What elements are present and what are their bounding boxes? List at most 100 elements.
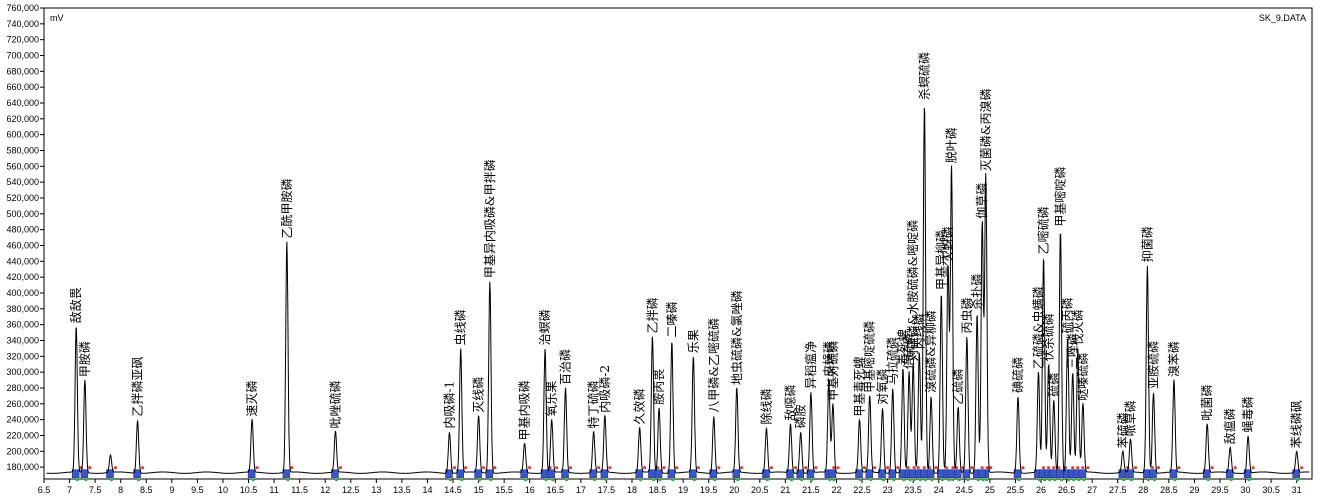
x-tick-label: 19 — [678, 485, 688, 495]
peak-start-marker — [1078, 469, 1087, 478]
peak-label: 杀螟硫磷 — [916, 52, 931, 100]
peak-label: 除线磷 — [759, 388, 774, 424]
x-tick-label: 23.5 — [904, 485, 922, 495]
peak-label: 治螟磷 — [537, 309, 552, 345]
peak-apex-marker — [814, 466, 818, 470]
peak-end-marker — [1152, 478, 1157, 482]
peak-end-marker — [1122, 478, 1126, 482]
file-name: SK_9.DATA — [1259, 13, 1306, 23]
peak-start-marker — [456, 469, 464, 478]
peak-end-marker — [136, 478, 141, 482]
peak-apex-marker — [970, 466, 974, 470]
peak-end-marker — [918, 478, 922, 482]
peak-label: 甲基对硫磷 — [825, 341, 840, 401]
peak-end-marker — [828, 478, 832, 482]
peak-label: 异稻瘟净 — [803, 341, 818, 389]
peak-end-marker — [1129, 478, 1134, 482]
peak-end-marker — [940, 478, 944, 482]
peak-apex-marker — [88, 466, 92, 470]
peak-end-marker — [908, 478, 912, 482]
x-tick-label: 19.5 — [700, 485, 718, 495]
peak-end-marker — [966, 478, 970, 482]
x-tick-label: 6.5 — [38, 485, 51, 495]
peak-label: 地虫硫磷&氯唑磷 — [729, 290, 744, 385]
x-tick-label: 12.5 — [342, 485, 360, 495]
peak-end-marker — [713, 478, 717, 482]
peak-start-marker — [654, 469, 663, 478]
x-tick-label: 12 — [320, 485, 330, 495]
peak-apex-marker — [922, 466, 926, 470]
peak-apex-marker — [1150, 466, 1154, 470]
y-tick-label: 640,000 — [6, 98, 39, 108]
peak-start-marker — [247, 469, 256, 478]
peak-end-marker — [692, 478, 696, 482]
x-tick-label: 27.5 — [1109, 485, 1127, 495]
peak-apex-marker — [481, 466, 486, 470]
peak-apex-marker — [1052, 466, 1056, 470]
peak-end-marker — [976, 478, 980, 482]
peak-start-marker — [828, 469, 837, 478]
peak-label: 甲基毒死蜱 — [852, 357, 867, 417]
peak-end-marker — [1037, 478, 1042, 482]
x-tick-label: 10.5 — [240, 485, 258, 495]
peak-label: 甲基内吸磷 — [517, 380, 532, 440]
peak-label: 灭蚜磷 — [940, 226, 955, 262]
peak-start-marker — [485, 469, 494, 478]
peak-apex-marker — [793, 466, 798, 470]
peak-apex-marker — [696, 466, 700, 470]
peak-end-marker — [1296, 478, 1300, 482]
peak-end-marker — [84, 478, 88, 482]
peak-label: 硫磷 — [1046, 373, 1061, 397]
peak-apex-marker — [1041, 466, 1046, 470]
x-tick-label: 11 — [269, 485, 278, 495]
peak-label: 磷胺 — [793, 404, 808, 428]
peak-end-marker — [1247, 478, 1251, 482]
peak-start-marker — [1118, 469, 1127, 478]
peak-start-marker — [282, 469, 291, 478]
x-tick-label: 23 — [883, 485, 893, 495]
peak-apex-marker — [896, 466, 900, 470]
y-tick-label: 480,000 — [6, 225, 39, 235]
peak-apex-marker — [985, 466, 989, 470]
peak-label: 溴硫磷&异柳磷 — [923, 310, 938, 393]
peak-end-marker — [902, 478, 906, 482]
x-tick-label: 13.5 — [393, 485, 411, 495]
peak-end-marker — [544, 478, 548, 482]
x-tick-label: 31 — [1292, 485, 1302, 495]
x-tick-label: 14 — [422, 485, 432, 495]
peak-start-marker — [953, 469, 962, 478]
peak-end-marker — [1017, 478, 1021, 482]
peak-end-marker — [950, 478, 955, 482]
x-tick-label: 24.5 — [956, 485, 974, 495]
peak-start-marker — [600, 469, 609, 478]
peak-apex-marker — [1071, 466, 1075, 470]
x-tick-label: 21 — [780, 485, 790, 495]
peak-start-marker — [855, 469, 863, 478]
x-tick-label: 25.5 — [1007, 485, 1025, 495]
x-tick-label: 20 — [729, 485, 739, 495]
y-tick-label: 320,000 — [6, 351, 39, 361]
x-tick-label: 17 — [576, 485, 586, 495]
x-tick-label: 8 — [118, 485, 123, 495]
peak-label: 亚胺硫磷 — [1146, 341, 1161, 389]
y-tick-label: 560,000 — [6, 161, 39, 171]
x-tick-label: 8.5 — [140, 485, 153, 495]
x-tick-label: 14.5 — [444, 485, 462, 495]
peak-apex-marker — [452, 466, 457, 470]
peak-start-marker — [71, 469, 80, 478]
peak-start-marker — [1169, 469, 1178, 478]
y-tick-label: 360,000 — [6, 320, 39, 330]
y-tick-label: 280,000 — [6, 383, 39, 393]
peak-end-marker — [957, 478, 961, 482]
peak-label: 马拉硫磷 — [885, 337, 900, 385]
peak-end-marker — [1067, 478, 1071, 482]
peak-label: 杀扑磷 — [969, 274, 984, 310]
y-tick-label: 460,000 — [6, 240, 39, 250]
y-tick-label: 720,000 — [6, 35, 39, 45]
x-tick-label: 26.5 — [1058, 485, 1076, 495]
peak-start-marker — [947, 469, 955, 478]
peak-label: 甲基异内吸磷&甲拌磷 — [482, 159, 497, 278]
x-tick-label: 25 — [985, 485, 995, 495]
peak-end-marker — [858, 478, 863, 482]
